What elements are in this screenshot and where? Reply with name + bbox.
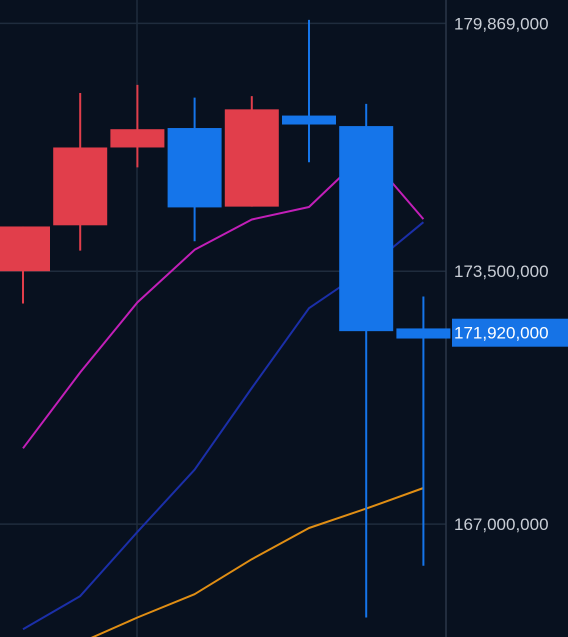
candle (53, 93, 108, 251)
current-price-tag-background (452, 318, 568, 347)
candle (224, 96, 279, 207)
candle-body (110, 129, 165, 148)
price-tick-label: 167,000,000 (454, 515, 549, 534)
candle-body (167, 128, 222, 208)
candle-body (396, 328, 451, 339)
candle (167, 97, 222, 242)
moving-average-line (90, 487, 424, 637)
current-price-tag: 171,920,000 (452, 318, 568, 347)
candle (396, 296, 451, 566)
candle (110, 84, 165, 168)
price-axis: 179,869,000 173,500,000 167,000,000 (454, 14, 549, 534)
candle-body (0, 226, 50, 272)
price-tick-label: 179,869,000 (454, 14, 549, 33)
candles (0, 19, 451, 618)
candle (339, 103, 394, 618)
candle-body (224, 109, 279, 207)
candle (0, 226, 50, 304)
candle (282, 19, 336, 163)
candle-body (339, 126, 394, 332)
price-tick-label: 173,500,000 (454, 262, 549, 281)
candle-body (53, 147, 108, 226)
candle-body (282, 115, 336, 125)
current-price-label: 171,920,000 (454, 324, 549, 343)
